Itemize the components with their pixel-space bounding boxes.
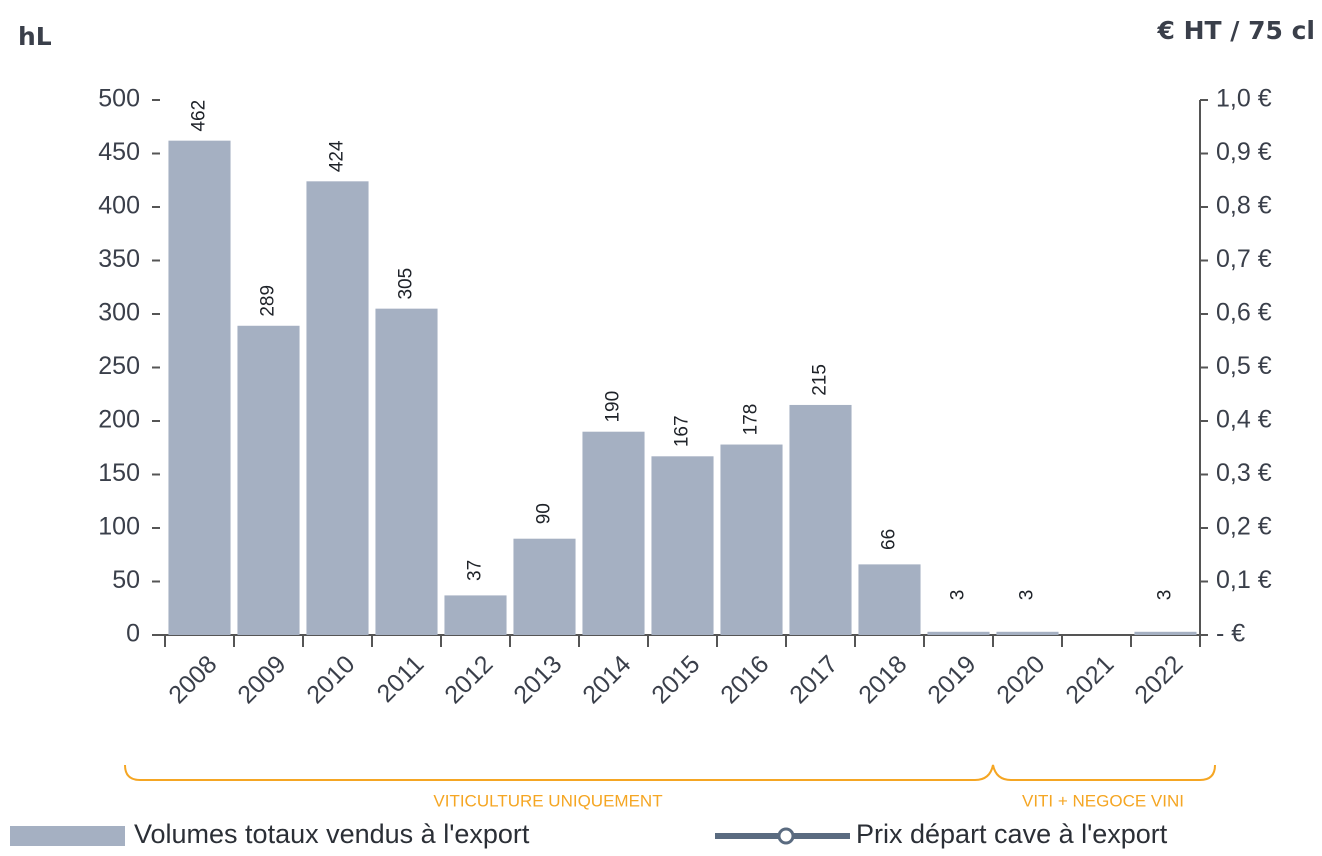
bar	[375, 308, 438, 635]
data-label: 190	[603, 391, 624, 423]
y-tick-label: 200	[98, 406, 140, 434]
bar	[858, 564, 921, 635]
y-tick-label: 350	[98, 245, 140, 273]
data-label: 167	[672, 415, 693, 447]
bar	[168, 140, 231, 635]
y2-tick-label: 0,7 €	[1216, 245, 1272, 273]
bar	[582, 431, 645, 635]
y2-tick-label: 1,0 €	[1216, 85, 1272, 113]
y2-tick-label: 0,3 €	[1216, 459, 1272, 487]
y2-tick-label: 0,8 €	[1216, 192, 1272, 220]
y2-axis-label: € HT / 75 cl	[1157, 16, 1316, 45]
bar	[237, 325, 300, 635]
legend-label: Prix départ cave à l'export	[856, 819, 1168, 849]
bar	[720, 444, 783, 635]
data-label: 37	[465, 560, 486, 581]
x-tick-label: 2011	[372, 650, 430, 708]
bar	[651, 456, 714, 635]
y-tick-label: 500	[98, 85, 140, 113]
x-tick-label: 2021	[1060, 650, 1119, 709]
y-tick-label: 250	[98, 352, 140, 380]
x-tick-label: 2017	[784, 650, 843, 709]
annotation: VITICULTURE UNIQUEMENT	[433, 791, 662, 810]
data-label: 462	[189, 100, 210, 132]
legend-swatch	[777, 827, 795, 845]
annotation: VITI + NEGOCE VINI	[1022, 791, 1184, 810]
data-label: 90	[534, 503, 555, 524]
x-tick-label: 2019	[922, 650, 981, 709]
bar	[996, 631, 1059, 635]
brace	[124, 764, 1216, 781]
y-tick-label: 450	[98, 138, 140, 166]
y2-tick-label: 0,9 €	[1216, 138, 1272, 166]
x-tick-label: 2022	[1129, 650, 1188, 709]
y2-tick-label: 0,2 €	[1216, 513, 1272, 541]
bar	[1134, 631, 1197, 635]
bar	[927, 631, 990, 635]
data-label: 289	[258, 285, 279, 317]
bar	[306, 181, 369, 635]
x-tick-label: 2012	[439, 650, 498, 709]
y2-tick-label: 0,4 €	[1216, 406, 1272, 434]
legend-label: Volumes totaux vendus à l'export	[134, 819, 530, 849]
x-tick-label: 2008	[163, 650, 222, 709]
y-tick-label: 400	[98, 192, 140, 220]
x-tick-label: 2018	[853, 650, 912, 709]
x-tick-label: 2013	[508, 650, 567, 709]
y-tick-label: 300	[98, 299, 140, 327]
bar	[444, 595, 507, 635]
y-tick-label: 0	[126, 620, 140, 648]
data-label: 66	[879, 529, 900, 550]
data-label: 424	[327, 140, 348, 172]
x-tick-label: 2016	[715, 650, 774, 709]
bar	[513, 538, 576, 635]
x-tick-label: 2020	[991, 650, 1050, 709]
data-label: 305	[396, 268, 417, 300]
y-tick-label: 50	[112, 566, 140, 594]
x-tick-label: 2010	[301, 650, 360, 709]
y-tick-label: 150	[98, 459, 140, 487]
y2-tick-label: 0,6 €	[1216, 299, 1272, 327]
y-tick-label: 100	[98, 513, 140, 541]
data-label: 3	[1155, 590, 1176, 601]
data-label: 215	[810, 364, 831, 396]
y-axis-label: hL	[18, 22, 52, 51]
x-tick-label: 2014	[577, 650, 636, 709]
y2-tick-label: 0,5 €	[1216, 352, 1272, 380]
data-label: 3	[1017, 590, 1038, 601]
data-label: 3	[948, 590, 969, 601]
bar	[789, 404, 852, 635]
data-label: 178	[741, 404, 762, 436]
x-tick-label: 2015	[646, 650, 705, 709]
legend-swatch	[10, 826, 125, 846]
x-tick-label: 2009	[232, 650, 291, 709]
y2-tick-label: 0,1 €	[1216, 566, 1272, 594]
y2-tick-label: - €	[1216, 620, 1245, 648]
